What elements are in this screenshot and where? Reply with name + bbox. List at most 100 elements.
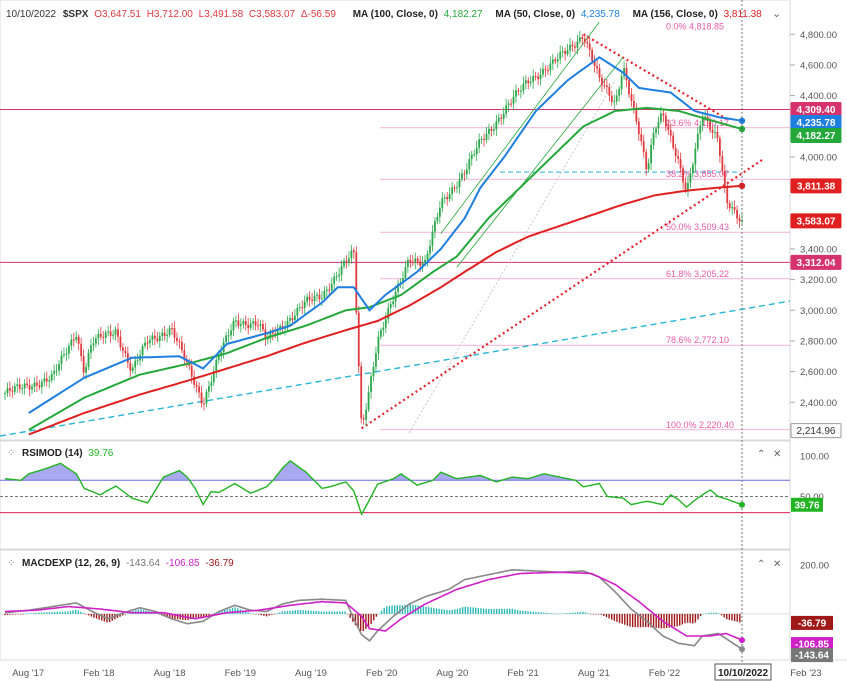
candle-body (352, 250, 355, 253)
candle-body (429, 245, 431, 254)
candle-body (451, 187, 454, 195)
macd-histogram-bar (681, 613, 684, 625)
macd-histogram-bar (234, 607, 236, 614)
macd-histogram-bar (318, 611, 320, 614)
macd-histogram-bar (210, 613, 213, 615)
candle-body (298, 307, 301, 309)
rsi-move-up-icon[interactable]: ⌃ (757, 449, 765, 460)
macd-histogram-bar (613, 613, 616, 621)
main-chevron-down-icon[interactable]: ⌄ (772, 8, 781, 20)
candle-body (114, 329, 117, 335)
candle-body (647, 163, 650, 170)
candle-body (660, 113, 662, 122)
macd-histogram-bar (48, 612, 51, 614)
macd-histogram-bar (278, 612, 281, 614)
candle-body (377, 336, 380, 354)
macd-histogram-bar (203, 613, 205, 618)
candle-body (578, 37, 581, 42)
candle-body (28, 385, 31, 390)
candle-body (495, 121, 498, 130)
candle-body (426, 253, 429, 260)
candle-body (77, 336, 80, 344)
macd-histogram-bar (328, 611, 330, 614)
candle-body (448, 194, 451, 200)
plots: 23.6% 4,190.17 38.2% 3,855.07 50.0% 3,509.… (0, 0, 791, 664)
macd-histogram-bar (265, 613, 268, 617)
macd-histogram-bar (524, 611, 527, 614)
macd-value-box (791, 648, 833, 663)
macd-histogram-bar (435, 608, 438, 614)
macd-histogram-bar (561, 613, 563, 615)
rsi-gear-icon[interactable]: ⁘ (7, 448, 15, 459)
macd-histogram-bar (383, 607, 385, 614)
candle-body (176, 337, 178, 342)
candle-body (205, 391, 208, 404)
candle-body (465, 169, 468, 175)
macd-histogram-bar (35, 612, 38, 614)
candle-body (244, 321, 247, 325)
macd-value-tag: -143.64 (791, 648, 833, 663)
candle-body (458, 179, 461, 188)
current-date-label: 10/10/2022 (718, 668, 768, 679)
rsi-end-dot (739, 501, 745, 508)
candle-body (566, 50, 569, 55)
macd-histogram-bar (357, 613, 359, 629)
candle-body (247, 324, 250, 328)
macd-histogram-bar (72, 610, 74, 614)
candle-body (468, 159, 471, 170)
macd-histogram-bar (629, 613, 631, 627)
macd-close-icon[interactable]: ✕ (773, 559, 781, 570)
candle-body (372, 366, 375, 377)
candle-body (601, 77, 603, 86)
candle-body (257, 325, 259, 327)
macd-histogram-bar (74, 609, 77, 614)
price-tag-label: 3,811.38 (797, 181, 836, 192)
macd-histogram-bar (569, 612, 571, 614)
macd-histogram-bar (673, 613, 676, 627)
macd-gear-icon[interactable]: ⁘ (7, 558, 15, 569)
candle-body (50, 373, 53, 381)
macd-histogram-bar (545, 612, 548, 614)
macd-move-up-icon[interactable]: ⌃ (757, 559, 765, 570)
macd-histogram-bar (726, 613, 728, 620)
candle-body (485, 133, 488, 140)
candle-body (691, 164, 694, 174)
candle-body (492, 129, 495, 131)
macd-histogram-bar (563, 613, 566, 614)
candle-body (31, 386, 33, 390)
macd-histogram-bar (720, 613, 723, 616)
macd-histogram-bar (61, 611, 64, 614)
candle-body (215, 359, 218, 372)
rsi-close-icon[interactable]: ✕ (773, 449, 781, 460)
candle-body (53, 370, 56, 374)
macd-histogram-bar (702, 613, 704, 615)
candle-body (596, 66, 598, 69)
macd-histogram-bar (736, 613, 738, 622)
candle-body (547, 70, 549, 72)
candle-body (438, 207, 441, 217)
candle-body (387, 307, 390, 320)
macd-histogram-bar (503, 608, 506, 614)
macd-histogram-bar (4, 613, 6, 616)
header-date: 10/10/2022 (6, 9, 56, 20)
macd-histogram-bar (689, 613, 691, 624)
macd-histogram-bar (527, 611, 529, 614)
macd-histogram-bar (616, 613, 618, 622)
candle-body (129, 362, 132, 371)
rsi-label: RSIMOD (14) (22, 448, 83, 459)
ma156-line (28, 184, 743, 436)
candle-body (615, 95, 618, 102)
macd-histogram-bar (40, 612, 43, 614)
macd-histogram-bar (506, 608, 508, 614)
macd-histogram-bar (25, 613, 27, 615)
macd-histogram-bar (488, 608, 490, 614)
macd-histogram-bar (448, 610, 451, 614)
rsi-tick-label: 100.00 (800, 452, 829, 463)
macd-histogram-bar (93, 613, 95, 618)
candle-body (40, 381, 43, 388)
candle-body (163, 332, 166, 336)
candle-body (382, 327, 385, 331)
macd-histogram-bar (535, 611, 537, 614)
rsi-line (4, 460, 743, 517)
candle-body (628, 80, 630, 95)
